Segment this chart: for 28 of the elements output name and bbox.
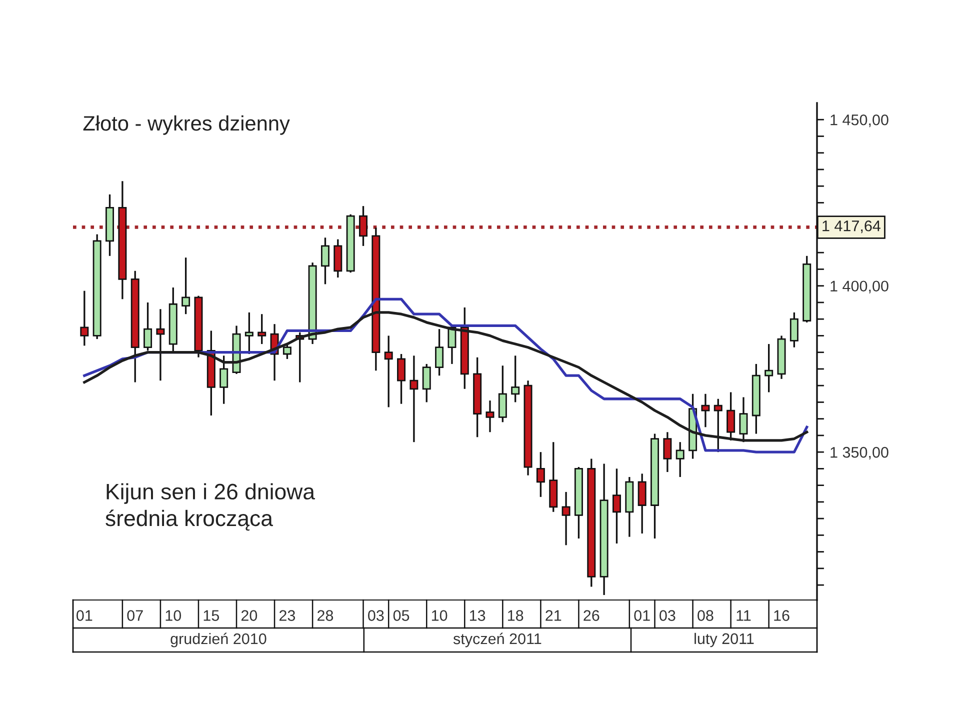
x-tick-label: 10	[432, 610, 448, 621]
y-tick-label: 1 350,00	[830, 446, 888, 460]
y-tick-label: 1 400,00	[830, 280, 888, 294]
x-tick-label: 11	[736, 610, 751, 621]
x-tick-label: 01	[634, 610, 650, 621]
x-tick-label: 10	[166, 610, 182, 621]
text: styczeń 2011	[453, 632, 542, 648]
x-tick-label: 01	[76, 610, 92, 621]
x-tick-label: 03	[660, 610, 676, 621]
x-tick-label: 16	[774, 610, 790, 621]
x-tick-label: 28	[318, 610, 334, 621]
x-tick-label: 15	[204, 610, 220, 621]
x-tick-label: 07	[127, 610, 143, 621]
x-tick-label: 13	[470, 610, 486, 621]
text: grudzień 2010	[170, 632, 266, 648]
y-tick-label: 1 450,00	[830, 114, 888, 128]
x-tick-label: 21	[546, 610, 562, 621]
x-tick-label: 08	[698, 610, 714, 621]
text: Złoto - wykres dzienny	[83, 115, 290, 135]
text: luty 2011	[694, 632, 754, 648]
x-tick-label: 05	[393, 610, 410, 621]
x-tick-label: 20	[241, 610, 258, 621]
x-tick-label: 18	[508, 610, 524, 621]
annotation: Kijun sen i 26 dniowa średnia krocząca	[106, 483, 316, 531]
x-tick-label: 23	[279, 610, 296, 621]
x-tick-label: 03	[368, 610, 384, 621]
x-tick-label: 26	[584, 610, 600, 621]
ref-line-label: 1 417,64	[822, 220, 880, 234]
